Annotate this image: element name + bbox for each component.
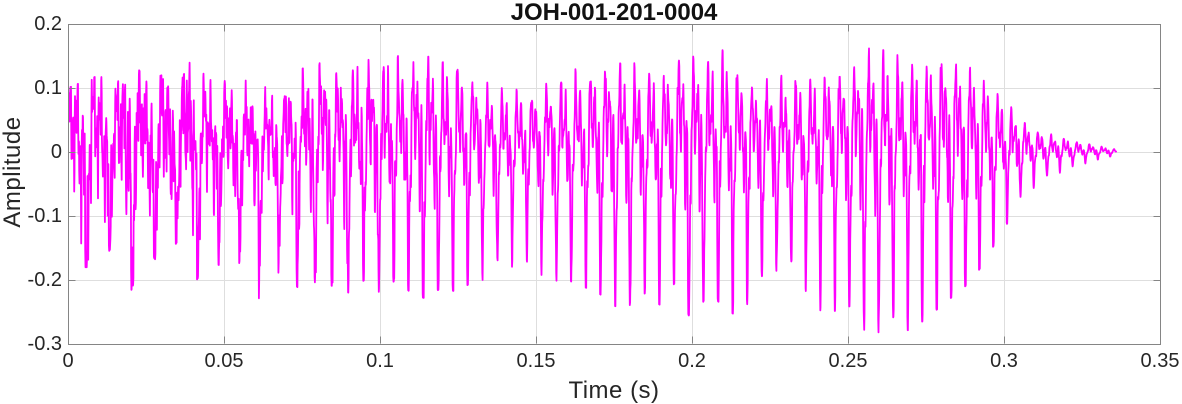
x-tick-label: 0.25 <box>828 350 868 372</box>
waveform-line <box>68 47 1117 334</box>
x-tick-label: 0.2 <box>678 350 706 372</box>
x-tick-label: 0.1 <box>366 350 394 372</box>
x-tick-label: 0.05 <box>204 350 244 372</box>
axes-box <box>68 24 1161 345</box>
plot-title: JOH-001-201-0004 <box>510 0 718 26</box>
y-tick-label: -0.1 <box>27 205 62 227</box>
tick-marks <box>68 24 1161 345</box>
x-tick-label: 0.35 <box>1140 350 1180 372</box>
y-tick-label: 0.1 <box>34 77 62 99</box>
y-tick-label: 0 <box>50 141 62 163</box>
y-tick-label: 0.2 <box>34 13 62 35</box>
x-tick-label: 0 <box>62 350 74 372</box>
y-tick-label: -0.2 <box>27 269 62 291</box>
x-tick-label: 0.3 <box>990 350 1018 372</box>
y-tick-label: -0.3 <box>27 333 62 355</box>
x-tick-label: 0.15 <box>516 350 556 372</box>
x-axis-label: Time (s) <box>568 377 660 404</box>
